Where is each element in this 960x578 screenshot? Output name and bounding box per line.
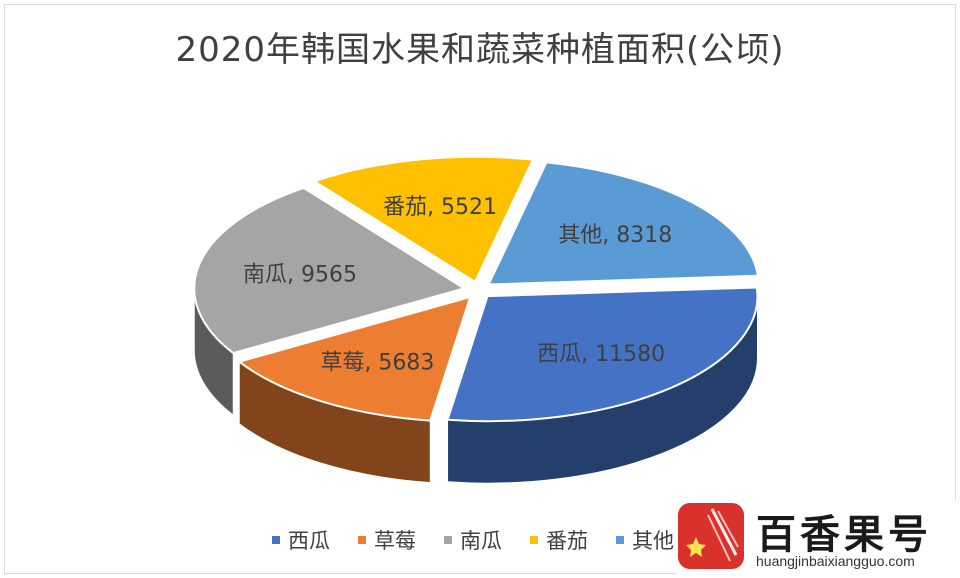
watermark-logo-icon <box>678 503 744 569</box>
watermark: 百香果号 huangjinbaixiangguo.com <box>676 500 956 574</box>
data-label-其他: 其他, 8318 <box>558 223 672 248</box>
legend-swatch <box>530 536 538 544</box>
watermark-name: 百香果号 <box>756 512 932 558</box>
chart-title: 2020年韩国水果和蔬菜种植面积(公顷) <box>175 30 785 70</box>
legend-label: 其他 <box>632 529 674 553</box>
legend-swatch <box>358 536 366 544</box>
chart-legend: 西瓜 草莓 南瓜 番茄 其他 <box>272 525 674 555</box>
legend-item-番茄: 番茄 <box>530 525 588 555</box>
pie-slice-番茄 <box>312 155 535 284</box>
legend-swatch <box>444 536 452 544</box>
data-label-西瓜: 西瓜, 11580 <box>537 342 665 367</box>
pie-slice-南瓜 <box>193 186 467 355</box>
legend-swatch <box>272 536 280 544</box>
legend-label: 南瓜 <box>460 529 502 553</box>
legend-label: 草莓 <box>374 529 416 553</box>
watermark-url: huangjinbaixiangguo.com <box>756 553 915 569</box>
legend-swatch <box>616 536 624 544</box>
data-label-南瓜: 南瓜, 9565 <box>243 262 357 287</box>
data-label-草莓: 草莓, 5683 <box>320 350 434 375</box>
pie-slice-草莓 <box>237 295 472 422</box>
legend-label: 番茄 <box>546 529 588 553</box>
legend-item-草莓: 草莓 <box>358 525 416 555</box>
legend-item-南瓜: 南瓜 <box>444 525 502 555</box>
pie-slice-西瓜 <box>446 286 759 423</box>
legend-item-其他: 其他 <box>616 525 674 555</box>
legend-item-西瓜: 西瓜 <box>272 525 330 555</box>
legend-label: 西瓜 <box>288 529 330 553</box>
data-label-番茄: 番茄, 5521 <box>383 195 497 220</box>
pie-slice-其他 <box>486 161 760 286</box>
